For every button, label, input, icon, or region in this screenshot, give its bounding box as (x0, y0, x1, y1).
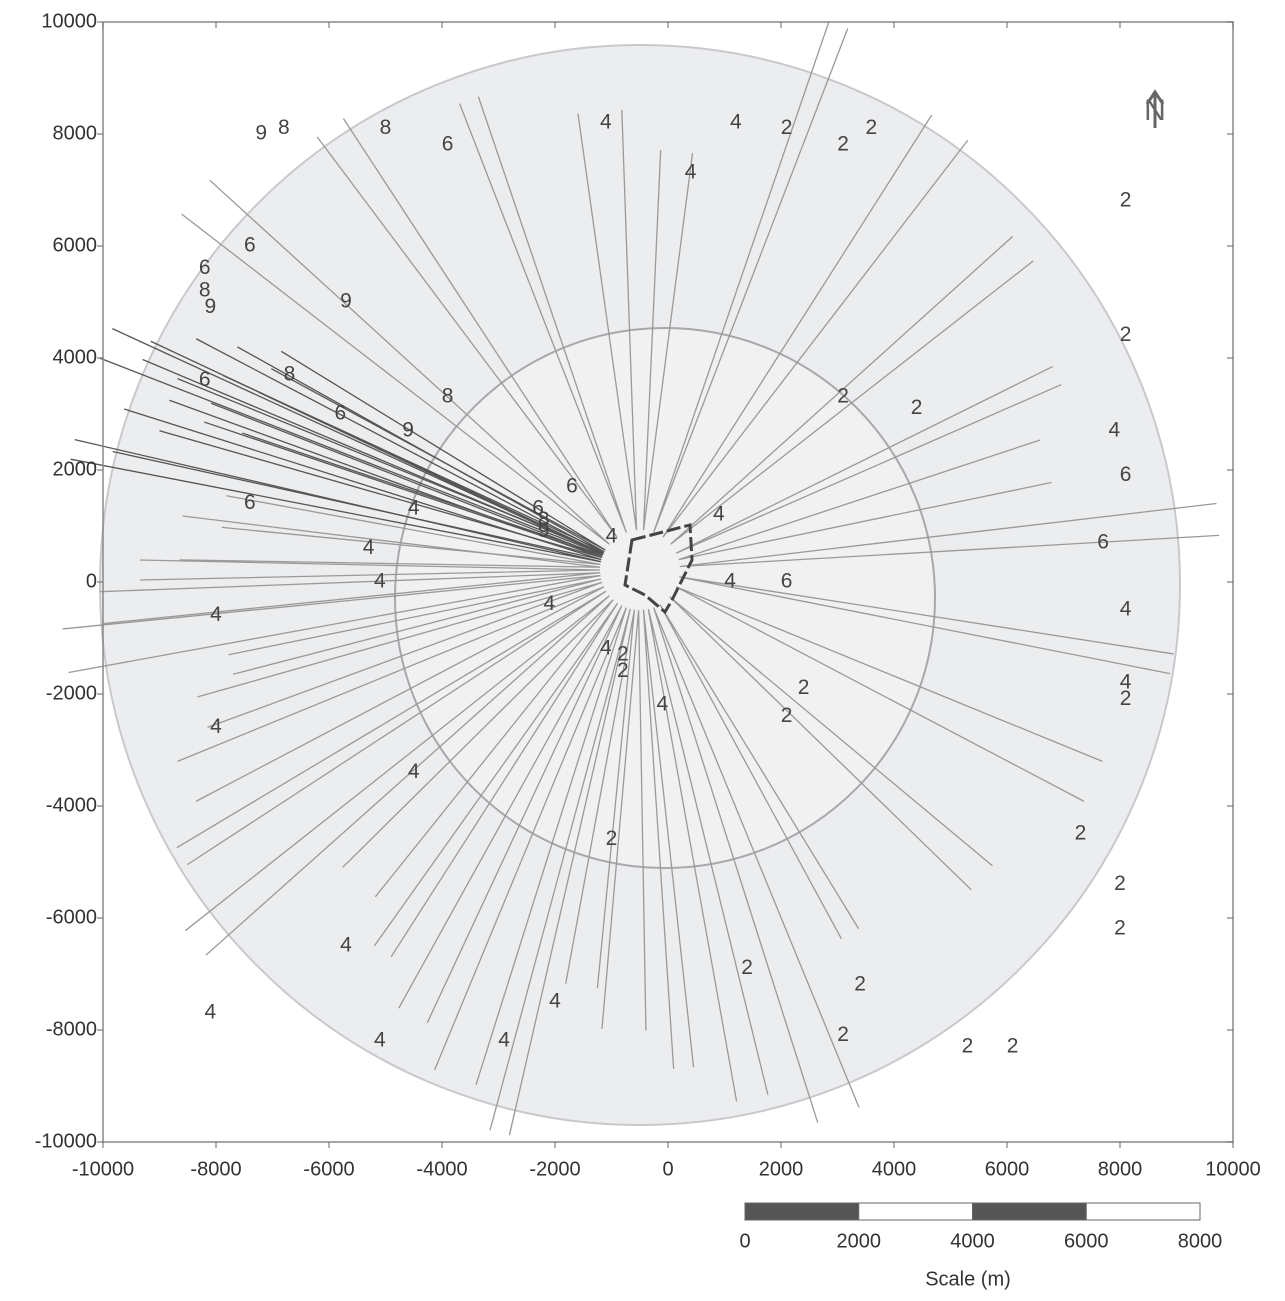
scale-title: Scale (m) (925, 1268, 1011, 1290)
contour-label: 4 (606, 525, 618, 548)
contour-label: 6 (1120, 463, 1132, 486)
scale-tick-label: 8000 (1178, 1230, 1223, 1252)
contour-label: 2 (837, 385, 849, 408)
scale-segment (973, 1203, 1087, 1220)
contour-label: 4 (713, 502, 725, 525)
contour-label: 4 (374, 1029, 386, 1052)
contour-label: 4 (600, 637, 612, 660)
contour-label: 2 (781, 704, 793, 727)
y-tick-label: 8000 (53, 122, 98, 144)
contour-label: 2 (1075, 822, 1087, 845)
contour-label: 6 (566, 474, 578, 497)
contour-label: 4 (210, 715, 222, 738)
contour-label: 6 (199, 256, 211, 279)
contour-label: 2 (606, 827, 618, 850)
x-tick-label: 4000 (872, 1158, 917, 1180)
contour-label: 4 (685, 161, 697, 184)
contour-label: 4 (549, 990, 561, 1013)
y-tick-label: 4000 (53, 346, 98, 368)
contour-label: 6 (244, 234, 256, 257)
contour-label: 4 (408, 760, 420, 783)
contour-label: 2 (781, 116, 793, 139)
x-tick-label: 8000 (1098, 1158, 1143, 1180)
scale-tick-label: 4000 (950, 1230, 995, 1252)
y-tick-label: -6000 (46, 906, 97, 928)
y-tick-label: -10000 (35, 1130, 97, 1152)
contour-label: 2 (617, 659, 629, 682)
contour-label: 2 (911, 396, 923, 419)
contour-label: 9 (402, 418, 414, 441)
contour-label: 4 (498, 1029, 510, 1052)
contour-label: 9 (340, 290, 352, 313)
x-tick-label: -10000 (72, 1158, 134, 1180)
y-tick-label: -8000 (46, 1018, 97, 1040)
x-tick-label: -4000 (416, 1158, 467, 1180)
scale-tick-label: 0 (739, 1230, 750, 1252)
contour-label: 9 (255, 122, 267, 145)
contour-label: 2 (962, 1034, 974, 1057)
contour-label: 8 (380, 116, 392, 139)
x-tick-label: 6000 (985, 1158, 1030, 1180)
contour-label: 2 (854, 973, 866, 996)
contour-label: 2 (1007, 1034, 1019, 1057)
contour-label: 9 (538, 519, 550, 542)
contour-label: 4 (408, 497, 420, 520)
contour-label: 6 (781, 570, 793, 593)
contour-label: 4 (730, 110, 742, 133)
contour-label: 4 (205, 1001, 217, 1024)
x-tick-label: -2000 (529, 1158, 580, 1180)
scale-tick-label: 6000 (1064, 1230, 1109, 1252)
contour-label: 2 (837, 1023, 849, 1046)
y-tick-label: -2000 (46, 682, 97, 704)
contour-label: 4 (657, 693, 669, 716)
scale-tick-label: 2000 (837, 1230, 882, 1252)
y-tick-label: 0 (86, 570, 97, 592)
y-tick-label: 6000 (53, 234, 98, 256)
contour-label: 4 (374, 570, 386, 593)
north-arrow: N (1144, 92, 1166, 128)
contour-label: 4 (1109, 418, 1121, 441)
contour-label: 2 (837, 133, 849, 156)
contour-label: 4 (1120, 598, 1132, 621)
contour-label: 4 (724, 570, 736, 593)
contour-label: 6 (199, 368, 211, 391)
contour-label: 2 (1120, 687, 1132, 710)
contour-label: 2 (1120, 323, 1132, 346)
contour-label: 6 (1097, 530, 1109, 553)
north-label: N (1144, 94, 1166, 127)
contour-label: 2 (866, 116, 878, 139)
contour-label: 4 (340, 934, 352, 957)
contour-label: 9 (205, 295, 217, 318)
contour-label: 8 (284, 362, 296, 385)
contour-label: 2 (1120, 189, 1132, 212)
x-tick-label: -6000 (303, 1158, 354, 1180)
contour-label: 2 (741, 956, 753, 979)
x-tick-label: 0 (662, 1158, 673, 1180)
map: N Scale (m) -10000 -8000 -6000 -4000 -2000 0 2… (0, 0, 1285, 1296)
contour-label: 4 (210, 603, 222, 626)
y-tick-label: -4000 (46, 794, 97, 816)
contour-label: 4 (600, 110, 612, 133)
contour-label: 2 (1114, 917, 1126, 940)
scale-segment (745, 1203, 859, 1220)
x-tick-label: 10000 (1205, 1158, 1261, 1180)
x-tick-label: 2000 (759, 1158, 804, 1180)
y-tick-label: 10000 (41, 10, 97, 32)
contour-label: 6 (244, 491, 256, 514)
contour-label: 4 (544, 592, 556, 615)
contour-label: 6 (334, 402, 346, 425)
scale-segment (1086, 1203, 1200, 1220)
contour-label: 4 (363, 536, 375, 559)
contour-label: 2 (798, 676, 810, 699)
contour-label: 8 (442, 385, 454, 408)
x-tick-label: -8000 (190, 1158, 241, 1180)
scale-segment (859, 1203, 973, 1220)
contour-label: 8 (278, 116, 290, 139)
contour-label: 2 (1114, 872, 1126, 895)
contour-label: 6 (442, 133, 454, 156)
y-tick-label: 2000 (53, 458, 98, 480)
